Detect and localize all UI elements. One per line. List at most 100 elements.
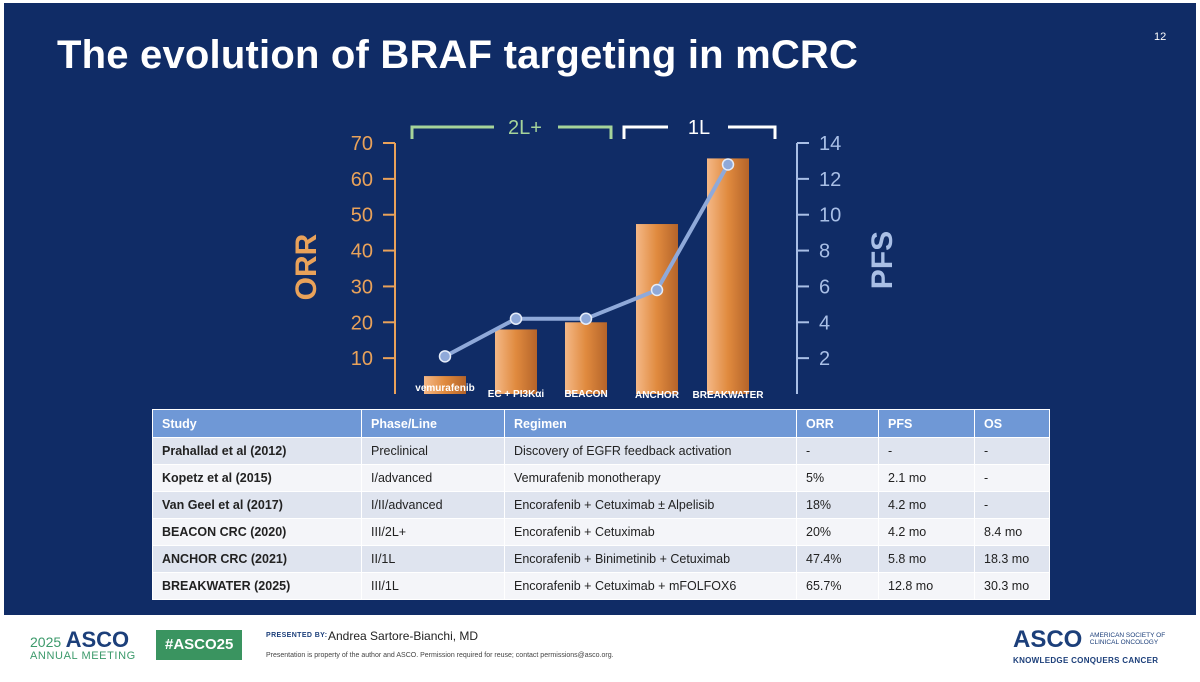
table-cell: I/II/advanced xyxy=(361,491,505,519)
table-header-cell: OS xyxy=(974,409,1050,438)
table-header-cell: Phase/Line xyxy=(361,409,505,438)
table-cell: 8.4 mo xyxy=(974,518,1050,546)
table-cell: III/2L+ xyxy=(361,518,505,546)
slide-number: 12 xyxy=(1154,31,1167,43)
right-tick-label: 4 xyxy=(819,312,830,334)
orr-bar xyxy=(424,376,466,394)
asco-society-name: AMERICAN SOCIETY OF CLINICAL ONCOLOGY xyxy=(1090,632,1165,646)
table-cell: ANCHOR CRC (2021) xyxy=(152,545,362,573)
table-row: ANCHOR CRC (2021) II/1L Encorafenib + Bini… xyxy=(152,545,1050,573)
table-cell: I/advanced xyxy=(361,464,505,492)
table-header-cell: Regimen xyxy=(504,409,797,438)
asco-tagline: KNOWLEDGE CONQUERS CANCER xyxy=(1013,656,1159,665)
table-row: BREAKWATER (2025) III/1L Encorafenib + Cet… xyxy=(152,572,1050,600)
study-table: Study Phase/Line Regimen ORR PFS OS Prahallad… xyxy=(152,409,1050,600)
table-cell: BREAKWATER (2025) xyxy=(152,572,362,600)
table-cell: Prahallad et al (2012) xyxy=(152,437,362,465)
orr-bar xyxy=(565,322,607,394)
table-cell: 12.8 mo xyxy=(878,572,975,600)
table-cell: 65.7% xyxy=(796,572,879,600)
table-cell: Encorafenib + Cetuximab ± Alpelisib xyxy=(504,491,797,519)
category-label: BREAKWATER xyxy=(693,390,765,401)
presented-by-label: PRESENTED BY: xyxy=(266,632,328,639)
table-cell: 4.2 mo xyxy=(878,491,975,519)
table-cell: 18.3 mo xyxy=(974,545,1050,573)
table-cell: Encorafenib + Binimetinib + Cetuximab xyxy=(504,545,797,573)
right-tick-label: 14 xyxy=(819,133,841,155)
table-cell: Preclinical xyxy=(361,437,505,465)
table-cell: Discovery of EGFR feedback activation xyxy=(504,437,797,465)
table-cell: III/1L xyxy=(361,572,505,600)
table-header-cell: ORR xyxy=(796,409,879,438)
slide: The evolution of BRAF targeting in mCRC … xyxy=(4,3,1196,615)
table-header-row: Study Phase/Line Regimen ORR PFS OS xyxy=(152,409,1050,438)
right-tick-label: 12 xyxy=(819,169,841,191)
bracket-1l xyxy=(622,125,777,139)
bracket-2l xyxy=(410,125,613,139)
pfs-point xyxy=(579,312,593,325)
table-cell: BEACON CRC (2020) xyxy=(152,518,362,546)
asco-society-line1: AMERICAN SOCIETY OF xyxy=(1089,632,1166,639)
orr-bar xyxy=(636,224,678,394)
right-axis-title: PFS xyxy=(866,231,899,289)
table-cell: 5.8 mo xyxy=(878,545,975,573)
left-tick-label: 20 xyxy=(351,312,373,334)
asco-logo: ASCO AMERICAN SOCIETY OF CLINICAL ONCOLO… xyxy=(1013,626,1165,665)
pfs-point xyxy=(721,158,735,171)
left-axis-title: ORR xyxy=(290,233,323,300)
table-cell: Encorafenib + Cetuximab xyxy=(504,518,797,546)
table-cell: - xyxy=(974,437,1050,465)
meeting-logo: 2025 ASCO ANNUAL MEETING xyxy=(30,627,136,662)
table-cell: - xyxy=(974,464,1050,492)
bracket-2l-label: 2L+ xyxy=(508,117,542,139)
table-cell: 5% xyxy=(796,464,879,492)
asco-society-line2: CLINICAL ONCOLOGY xyxy=(1089,639,1159,646)
asco-wordmark: ASCO xyxy=(1013,626,1083,653)
table-cell: 47.4% xyxy=(796,545,879,573)
category-label: ANCHOR xyxy=(635,390,680,401)
right-tick-label: 8 xyxy=(819,241,830,263)
bracket-1l-label: 1L xyxy=(688,117,710,139)
right-tick-label: 6 xyxy=(819,276,830,298)
table-cell: Kopetz et al (2015) xyxy=(152,464,362,492)
table-row: Van Geel et al (2017) I/II/advanced Encora… xyxy=(152,491,1050,519)
table-cell: - xyxy=(974,491,1050,519)
table-cell: 4.2 mo xyxy=(878,518,975,546)
orr-bar xyxy=(707,158,749,394)
table-cell: II/1L xyxy=(361,545,505,573)
footer: 2025 ASCO ANNUAL MEETING #ASCO25 PRESENT… xyxy=(0,615,1200,682)
meeting-year: 2025 xyxy=(30,634,62,650)
left-tick-label: 70 xyxy=(351,133,373,155)
pfs-point xyxy=(650,283,664,297)
table-cell: Vemurafenib monotherapy xyxy=(504,464,797,492)
table-body: Prahallad et al (2012) Preclinical Discove… xyxy=(152,437,1050,600)
disclaimer: Presentation is property of the author a… xyxy=(266,652,614,659)
table-cell: Encorafenib + Cetuximab + mFOLFOX6 xyxy=(504,572,797,600)
slide-title: The evolution of BRAF targeting in mCRC xyxy=(57,33,859,77)
table-cell: 2.1 mo xyxy=(878,464,975,492)
left-tick-label: 60 xyxy=(351,169,373,191)
table-cell: - xyxy=(878,437,975,465)
table-row: BEACON CRC (2020) III/2L+ Encorafenib + Ce… xyxy=(152,518,1050,546)
table-cell: 20% xyxy=(796,518,879,546)
table-cell: 18% xyxy=(796,491,879,519)
category-label: EC + PI3Kαi xyxy=(488,389,545,400)
right-tick-label: 10 xyxy=(819,205,841,227)
table-row: Prahallad et al (2012) Preclinical Discove… xyxy=(152,437,1050,465)
left-tick-label: 40 xyxy=(351,241,373,263)
right-tick-label: 2 xyxy=(819,348,830,370)
pfs-point xyxy=(509,312,523,325)
left-tick-label: 50 xyxy=(351,205,373,227)
meeting-asco: ASCO xyxy=(65,627,130,652)
category-label: vemurafenib xyxy=(415,383,474,394)
hashtag-badge: #ASCO25 xyxy=(156,630,243,660)
pfs-point xyxy=(438,350,452,363)
orr-pfs-chart: 10 20 30 40 50 60 70 ORR 2 4 6 8 10 12 14 PFS vemurafeni… xyxy=(290,117,899,401)
table-cell: 30.3 mo xyxy=(974,572,1050,600)
left-tick-label: 30 xyxy=(351,276,373,298)
category-label: BEACON xyxy=(564,389,607,400)
table-header-cell: Study xyxy=(152,409,362,438)
table-header-cell: PFS xyxy=(878,409,975,438)
presenter-name: Andrea Sartore-Bianchi, MD xyxy=(328,629,479,643)
left-tick-label: 10 xyxy=(351,348,373,370)
